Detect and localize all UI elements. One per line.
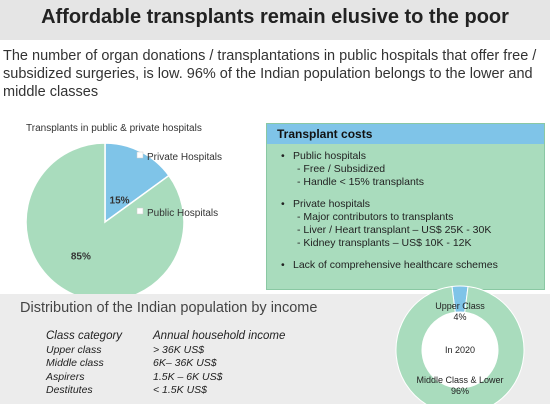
public-share-label: 85% xyxy=(71,252,91,263)
middle-lower-class-label: Middle Class & Lower xyxy=(416,375,503,385)
private-hospitals-group: Private hospitals Major contributors to … xyxy=(281,198,539,250)
income-cell: 1.5K – 6K US$ xyxy=(153,370,223,383)
private-share-label: 15% xyxy=(110,195,130,206)
cost-item: Major contributors to transplants xyxy=(281,211,539,224)
healthcare-schemes-group: Lack of comprehensive healthcare schemes xyxy=(281,259,539,272)
distribution-title: Distribution of the Indian population by… xyxy=(20,300,318,316)
pie-slice-public-hospitals xyxy=(25,142,185,302)
private-legend-label: Private Hospitals xyxy=(147,152,222,163)
cost-group-heading: Private hospitals xyxy=(281,198,539,211)
donut-center-label: In 2020 xyxy=(445,345,475,355)
class-cell: Destitutes xyxy=(46,384,93,397)
intro-text: The number of organ donations / transpla… xyxy=(3,48,537,100)
public-hospitals-group: Public hospitals Free / Subsidized Handl… xyxy=(281,150,539,189)
cost-item: Free / Subsidized xyxy=(281,163,539,176)
transplant-costs-heading: Transplant costs xyxy=(277,127,373,141)
transplant-costs-header: Transplant costs xyxy=(267,124,544,144)
cost-item: Liver / Heart transplant – US$ 25K - 30K xyxy=(281,224,539,237)
class-category-header: Class category xyxy=(46,329,123,342)
cost-item: Kidney transplants – US$ 10K - 12K xyxy=(281,237,539,250)
pie-slice-private-hospitals xyxy=(104,142,170,224)
class-cell: Middle class xyxy=(46,357,104,370)
annual-income-header: Annual household income xyxy=(153,329,286,342)
class-cell: Aspirers xyxy=(46,370,85,383)
transplant-costs-panel: Transplant costs Public hospitals Free /… xyxy=(266,123,545,290)
private-legend-swatch xyxy=(136,151,144,159)
pie-chart-title: Transplants in public & private hospital… xyxy=(26,123,202,134)
title-bar xyxy=(0,0,550,40)
class-cell: Upper class xyxy=(46,343,102,356)
income-table: Class category Annual household income U… xyxy=(46,328,285,397)
upper-class-label: Upper Class xyxy=(435,301,485,311)
income-cell: > 36K US$ xyxy=(153,343,205,356)
middle-lower-class-value: 96% xyxy=(451,386,469,396)
public-legend-label: Public Hospitals xyxy=(147,208,218,219)
transplant-costs-list: Public hospitals Free / Subsidized Handl… xyxy=(281,150,539,281)
table-header-row: Class category Annual household income xyxy=(46,328,285,343)
cost-item: Handle < 15% transplants xyxy=(281,176,539,189)
table-row: Middle class 6K– 36K US$ xyxy=(46,357,285,371)
income-cell: 6K– 36K US$ xyxy=(153,357,217,370)
table-row: Upper class > 36K US$ xyxy=(46,343,285,357)
cost-group-heading: Public hospitals xyxy=(281,150,539,163)
cost-group-heading: Lack of comprehensive healthcare schemes xyxy=(281,259,539,272)
upper-class-value: 4% xyxy=(453,312,466,322)
page-title: Affordable transplants remain elusive to… xyxy=(41,6,509,28)
table-row: Destitutes < 1.5K US$ xyxy=(46,384,285,398)
public-legend-swatch xyxy=(136,207,144,215)
table-row: Aspirers 1.5K – 6K US$ xyxy=(46,370,285,384)
income-cell: < 1.5K US$ xyxy=(153,384,207,397)
donut-hole xyxy=(422,312,498,388)
